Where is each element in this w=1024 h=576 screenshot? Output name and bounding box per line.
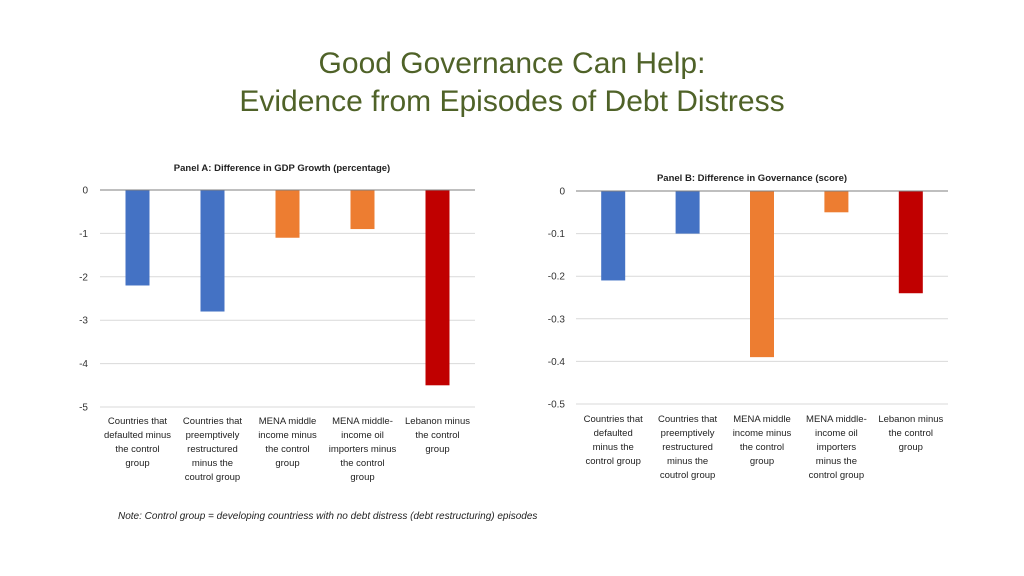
panel-b-category-label: Countries that defaulted minus the control … [584, 414, 644, 467]
panel-b-category-label-line: preemptively [661, 428, 715, 439]
panel-a-category-label-line: the control [340, 458, 384, 469]
panel-a-bar [275, 190, 300, 238]
panel-a-category-label: MENA middle income minus the control group [258, 416, 317, 469]
panel-b-bar [750, 191, 774, 358]
panel-b-category-label-line: minus the [816, 456, 857, 467]
panel-b-category-label: Lebanon minus the control group [878, 414, 943, 453]
panel-b-category-label-line: coutrol group [660, 470, 715, 481]
panel-b-title: Panel B: Difference in Governance (score… [657, 173, 847, 184]
panel-a-category-label-line: minus the [192, 458, 233, 469]
panel-b-category-label-line: MENA middle- [806, 414, 867, 425]
panel-b-category-label-line: minus the [593, 442, 634, 453]
panel-b-category-label-line: income oil [815, 428, 858, 439]
panel-a-category-label-line: MENA middle [259, 416, 317, 427]
panel-b-category-label-line: group [750, 456, 774, 467]
panel-b-category-label-line: the control [740, 442, 784, 453]
panel-a-title: Panel A: Difference in GDP Growth (perce… [174, 163, 390, 174]
title-line-2: Evidence from Episodes of Debt Distress [239, 85, 785, 118]
panel-a-tick-label: -3 [79, 316, 88, 327]
footnote: Note: Control group = developing countri… [118, 511, 538, 522]
panel-a-category-label-line: importers minus [329, 444, 397, 455]
panel-a-category-label-line: restructured [187, 444, 238, 455]
panel-b-category-label: Countries that preemptively restructured mi… [658, 414, 718, 481]
panel-a-category-label: Countries that preemptively restructured mi… [183, 416, 243, 483]
panel-a-category-label: Countries that defaulted minus the control… [104, 416, 171, 469]
panel-a-tick-label: -5 [79, 403, 88, 414]
panel-b-tick-label: -0.5 [548, 400, 566, 411]
panel-a-bar [425, 190, 450, 386]
panel-a-category-label-line: group [425, 444, 449, 455]
panel-b-bar [601, 191, 626, 281]
panel-a-bar [200, 190, 225, 312]
panel-a-category-label-line: MENA middle- [332, 416, 393, 427]
panel-b-category-label-line: Lebanon minus [878, 414, 943, 425]
panel-a-category-label-line: Countries that [183, 416, 243, 427]
panel-a-category-label-line: income oil [341, 430, 384, 441]
panel-a-category-label-line: defaulted minus [104, 430, 171, 441]
panel-a-category-label-line: the control [115, 444, 159, 455]
panel-b-category-label-line: group [899, 442, 923, 453]
panel-b-category-label-line: income minus [733, 428, 792, 439]
panel-b-category-label-line: minus the [667, 456, 708, 467]
panel-b-category-label: MENA middle-income oil importers minus the… [806, 414, 867, 481]
panel-a-tick-label: 0 [82, 186, 88, 197]
panel-b-category-label-line: control group [809, 470, 864, 481]
panel-b-bar [898, 191, 923, 294]
panel-a-category-label: MENA middle-income oil importers minus the… [329, 416, 397, 483]
panel-b-bar [675, 191, 700, 234]
panel-a-category-label-line: the control [415, 430, 459, 441]
panel-a-tick-label: -4 [79, 359, 88, 370]
panel-a-tick-label: -2 [79, 272, 88, 283]
slide-title: Good Governance Can Help: Evidence from … [0, 45, 1024, 121]
panel-b-tick-label: 0 [559, 187, 565, 198]
panel-b-category-label-line: importers [817, 442, 857, 453]
panel-b-category-label-line: MENA middle [733, 414, 791, 425]
panel-a-bar [125, 190, 150, 286]
panel-b-tick-label: -0.4 [548, 357, 566, 368]
panel-b-category-label-line: Countries that [658, 414, 718, 425]
panel-b-category-label: MENA middle income minus the control group [733, 414, 792, 467]
panel-b-category-label-line: control group [585, 456, 640, 467]
panel-a-category-label-line: group [275, 458, 299, 469]
panel-a-bar [350, 190, 375, 230]
panel-b-category-label-line: defaulted [594, 428, 633, 439]
panel-a-category-label: Lebanon minus the control group [405, 416, 470, 455]
panel-b-category-label-line: restructured [662, 442, 713, 453]
panel-b-category-label-line: the control [889, 428, 933, 439]
panel-a-category-label-line: group [350, 472, 374, 483]
panel-b-tick-label: -0.1 [548, 229, 566, 240]
panel-a-tick-label: -1 [79, 229, 88, 240]
panel-a-category-label-line: group [125, 458, 149, 469]
panel-b-category-label-line: Countries that [584, 414, 644, 425]
panel-b-tick-label: -0.2 [548, 272, 566, 283]
title-line-1: Good Governance Can Help: [318, 47, 706, 80]
panel-b-tick-label: -0.3 [548, 314, 566, 325]
panel-a-category-label-line: income minus [258, 430, 317, 441]
panel-a-category-label-line: preemptively [186, 430, 240, 441]
panel-a-category-label-line: Lebanon minus [405, 416, 470, 427]
panel-a-category-label-line: the control [265, 444, 309, 455]
panel-a-category-label-line: coutrol group [185, 472, 240, 483]
panel-a-category-label-line: Countries that [108, 416, 168, 427]
panel-b-bar [824, 191, 849, 213]
